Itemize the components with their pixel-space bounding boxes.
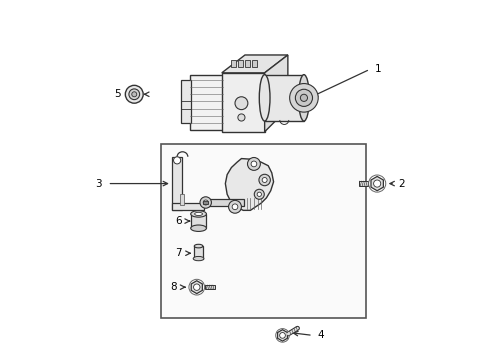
Polygon shape: [222, 55, 288, 73]
Bar: [252, 60, 257, 67]
Circle shape: [295, 89, 313, 107]
Text: 1: 1: [374, 64, 381, 74]
Bar: [231, 60, 236, 67]
Ellipse shape: [191, 225, 206, 231]
Circle shape: [173, 157, 181, 164]
Circle shape: [254, 189, 264, 199]
Bar: [191, 214, 206, 228]
Polygon shape: [371, 176, 383, 191]
Ellipse shape: [195, 212, 202, 216]
Bar: [180, 194, 184, 205]
Circle shape: [259, 174, 270, 186]
Polygon shape: [277, 330, 288, 341]
Circle shape: [262, 177, 267, 183]
Circle shape: [232, 204, 238, 210]
Bar: [181, 80, 191, 123]
Text: 5: 5: [114, 89, 121, 99]
Circle shape: [280, 333, 285, 338]
Bar: [203, 201, 208, 204]
Circle shape: [251, 161, 257, 167]
Bar: [203, 199, 245, 206]
Bar: [238, 60, 243, 67]
Text: 8: 8: [170, 282, 176, 292]
Bar: [194, 246, 203, 258]
Text: 4: 4: [317, 330, 324, 341]
Bar: [245, 60, 250, 67]
Bar: [222, 73, 265, 132]
Text: 6: 6: [175, 216, 181, 226]
Circle shape: [132, 92, 137, 97]
Circle shape: [257, 192, 262, 197]
Bar: [172, 157, 182, 210]
Bar: [205, 285, 215, 289]
Text: 2: 2: [398, 179, 405, 189]
Circle shape: [203, 200, 208, 205]
Circle shape: [290, 84, 318, 112]
Ellipse shape: [298, 75, 309, 121]
Ellipse shape: [259, 75, 270, 121]
Bar: [172, 203, 204, 210]
Ellipse shape: [194, 244, 203, 248]
Circle shape: [238, 114, 245, 121]
Circle shape: [235, 97, 248, 110]
Bar: [265, 75, 304, 121]
Ellipse shape: [193, 256, 204, 261]
Circle shape: [194, 284, 200, 291]
Circle shape: [125, 85, 143, 103]
Circle shape: [200, 197, 211, 208]
Polygon shape: [191, 281, 202, 294]
Bar: [190, 75, 223, 130]
Circle shape: [228, 201, 242, 213]
Bar: [161, 144, 367, 318]
Circle shape: [373, 180, 381, 187]
Polygon shape: [265, 55, 288, 132]
Circle shape: [129, 89, 140, 100]
Circle shape: [247, 157, 260, 170]
Polygon shape: [225, 158, 273, 210]
Text: 7: 7: [175, 248, 181, 258]
Circle shape: [300, 94, 308, 102]
Bar: [359, 181, 368, 186]
Text: 3: 3: [96, 179, 102, 189]
Ellipse shape: [191, 211, 206, 217]
